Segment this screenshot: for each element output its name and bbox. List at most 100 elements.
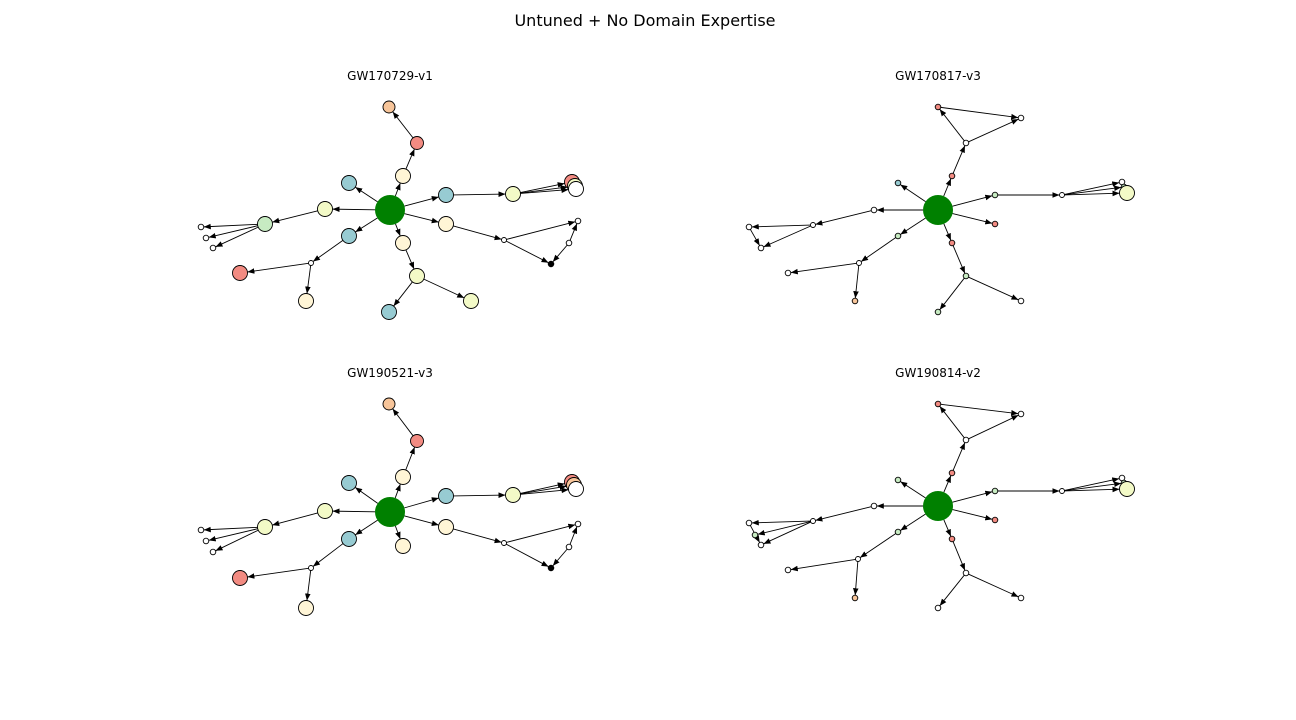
edge-n16-n18 [852, 561, 859, 596]
node-n24 [1017, 297, 1025, 305]
node-n25 [574, 520, 582, 528]
edge-n16-n17 [247, 567, 309, 579]
node-n10 [317, 201, 333, 217]
node-n23 [438, 519, 454, 535]
edge-n6-n7 [520, 482, 565, 494]
node-n19 [991, 516, 999, 524]
edge-hub-n19 [395, 223, 401, 237]
node-n14 [209, 244, 217, 252]
hub-node [375, 497, 405, 527]
edge-n12-n14b [757, 521, 811, 536]
edge-hub-n6 [952, 194, 993, 207]
hub-node [923, 195, 953, 225]
node-n17 [232, 265, 248, 281]
node-n15 [894, 528, 902, 536]
edge-hub-n3 [394, 182, 401, 197]
node-n17 [784, 566, 792, 574]
edge-n11-n14 [215, 529, 259, 552]
edge-n19-n20 [405, 249, 415, 270]
edge-n11-n13 [208, 225, 258, 239]
edge-hub-n5 [404, 196, 439, 207]
node-n11 [257, 519, 273, 535]
node-n2 [962, 139, 970, 147]
node-n20 [409, 268, 425, 284]
edge-n15-n16 [312, 239, 344, 262]
node-n3 [395, 168, 411, 184]
edge-n3-n2 [952, 442, 966, 471]
node-n18 [298, 293, 314, 309]
node-n19 [991, 220, 999, 228]
edge-n21-n23 [939, 277, 965, 311]
node-n4 [341, 475, 357, 491]
node-n15 [341, 228, 357, 244]
node-n18 [298, 600, 314, 616]
hub-node [923, 491, 953, 521]
node-n4 [341, 175, 357, 191]
edge-n6-n9 [520, 187, 569, 194]
edge-hub-n19 [952, 213, 993, 225]
edge-hub-n20 [943, 223, 952, 241]
node-n16 [308, 260, 314, 266]
node-n17 [232, 570, 248, 586]
edge-n2-n1 [939, 405, 965, 439]
edge-n24-n25 [506, 220, 576, 240]
edge-n1-n4 [940, 106, 1019, 120]
node-n7 [1059, 488, 1065, 494]
edge-n20-n21 [952, 245, 966, 274]
node-n3 [948, 469, 956, 477]
edge-n24-n27 [505, 543, 549, 568]
edge-n7-n9 [1064, 185, 1122, 196]
edge-n13-n14 [749, 229, 761, 246]
node-n19 [395, 538, 411, 554]
edge-n5-n6 [453, 492, 506, 499]
edge-hub-n23 [404, 213, 439, 224]
node-n27 [547, 260, 555, 268]
edge-n15-n16 [860, 237, 896, 262]
panel-title: GW190521-v3 [347, 366, 433, 380]
node-n2 [410, 136, 424, 150]
edge-n10-n11 [272, 210, 318, 224]
node-n12 [197, 526, 205, 534]
edge-n3-n2 [952, 145, 966, 174]
node-n13 [202, 537, 210, 545]
edge-hub-n4 [355, 186, 378, 203]
node-n5 [438, 187, 454, 203]
node-n24 [501, 237, 507, 243]
node-n21 [962, 272, 970, 280]
edge-n6-n7 [520, 182, 565, 193]
edge-n26-n27 [552, 244, 568, 263]
edge-n16-n17 [790, 262, 857, 275]
node-n1 [934, 103, 942, 111]
edge-n6-n8 [520, 185, 568, 194]
node-n18 [851, 594, 859, 602]
node-n21 [962, 569, 970, 577]
panel-title: GW190814-v2 [895, 366, 981, 380]
node-n14 [757, 541, 765, 549]
panel-gw190521: GW190521-v3 [197, 366, 584, 616]
node-n12 [197, 223, 205, 231]
node-n23 [438, 216, 454, 232]
node-n2 [410, 434, 424, 448]
node-n27 [547, 564, 555, 572]
node-n6 [991, 191, 999, 199]
edge-n12-n13 [751, 223, 811, 230]
edge-n11-n13 [208, 528, 258, 542]
edge-n16-n17 [247, 262, 309, 274]
node-n23 [1017, 594, 1025, 602]
node-n2 [962, 436, 970, 444]
edge-n12-n14 [763, 225, 811, 248]
edge-n11-n14 [215, 226, 259, 248]
edge-n21-n23 [968, 573, 1019, 598]
node-n13 [745, 223, 753, 231]
node-n19 [395, 235, 411, 251]
edge-n16-n18 [305, 265, 312, 294]
node-n10 [1119, 185, 1135, 201]
node-n9 [568, 181, 584, 197]
edge-hub-n15 [355, 217, 378, 233]
edge-n7-n8 [1064, 181, 1120, 195]
node-n6 [505, 487, 521, 503]
panel-gw170817: GW170817-v3 [745, 69, 1135, 316]
panel-title: GW170729-v1 [347, 69, 433, 83]
node-n10 [1119, 481, 1135, 497]
